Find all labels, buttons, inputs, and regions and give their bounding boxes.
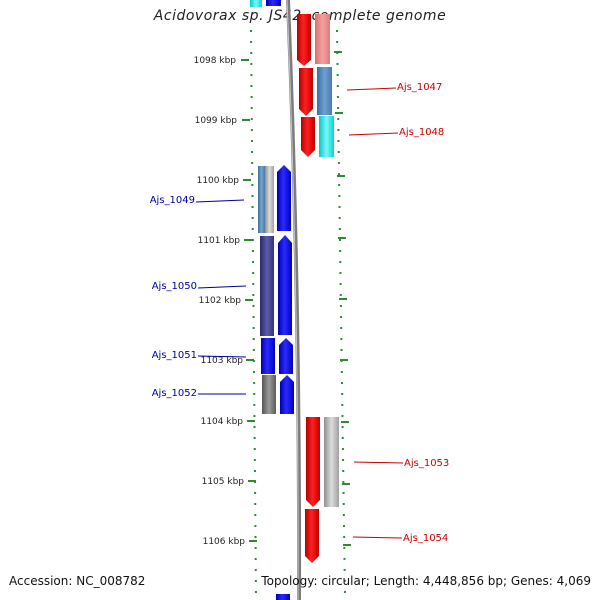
gene-label-ajs-1048: Ajs_1048 [399,127,444,138]
tick-label: 1105 kbp [202,477,245,487]
genome-backbone-highlight [286,0,299,600]
tick-label: 1101 kbp [198,236,241,246]
genome-backbone [286,0,302,600]
gene-arrow-ajs-1050 [278,235,292,335]
tick-label: 1103 kbp [201,356,244,366]
gene-arrow-ajs-1054 [305,509,319,563]
cog-bar [250,0,262,7]
gene-label-ajs-1049: Ajs_1049 [150,195,195,206]
cog-bar [261,338,275,374]
label-leader [353,461,404,464]
label-leader [352,536,403,539]
forward-gene-labels: Ajs_1047 Ajs_1048 Ajs_1053 Ajs_1054 [346,82,449,544]
cog-bar [315,14,330,64]
gene-label-ajs-1051: Ajs_1051 [152,350,197,361]
label-leader [348,132,399,136]
tick-label: 1098 kbp [194,56,237,66]
topology-text: Topology: circular; Length: 4,448,856 bp… [261,574,591,588]
left-major-ticks [241,59,257,542]
cog-bar [260,236,274,336]
tick-label: 1099 kbp [195,116,238,126]
cog-bar [317,67,332,115]
gene-label-ajs-1053: Ajs_1053 [404,458,449,469]
gene-label-ajs-1047: Ajs_1047 [397,82,442,93]
cog-bar [262,375,276,414]
gene-arrow [276,594,290,600]
right-dotted-rail [336,29,346,596]
gene-arrow-ajs-1047 [299,68,313,116]
tick-labels: 1098 kbp 1099 kbp 1100 kbp 1101 kbp 1102… [194,56,246,547]
gene-label-ajs-1050: Ajs_1050 [152,281,197,292]
gene-arrow [297,14,311,66]
gene-label-ajs-1054: Ajs_1054 [403,533,448,544]
label-leader [195,199,245,203]
label-leader [346,87,397,91]
forward-strand-features [297,14,339,563]
tick-label: 1104 kbp [201,417,244,427]
tick-label: 1102 kbp [199,296,242,306]
label-leader [197,355,247,358]
left-dotted-rail [250,29,257,596]
cog-bar [265,166,274,233]
accession-text: Accession: NC_008782 [9,574,146,588]
gene-arrow [266,0,281,6]
gene-arrow-ajs-1053 [306,417,320,507]
gene-label-ajs-1052: Ajs_1052 [152,388,197,399]
gene-arrow-ajs-1049 [277,165,291,231]
reverse-strand-features [250,0,294,600]
gene-arrow-ajs-1052 [280,375,294,414]
gene-arrow-ajs-1051 [279,338,293,374]
cog-bar [324,417,339,507]
right-major-ticks [334,51,351,546]
label-leader [197,285,247,289]
cog-bar [319,116,334,157]
tick-label: 1100 kbp [197,176,240,186]
cog-bar [258,166,265,233]
tick-label: 1106 kbp [203,537,246,547]
gene-arrow-ajs-1048 [301,117,315,157]
reverse-gene-labels: Ajs_1049 Ajs_1050 Ajs_1051 Ajs_1052 [150,195,247,399]
